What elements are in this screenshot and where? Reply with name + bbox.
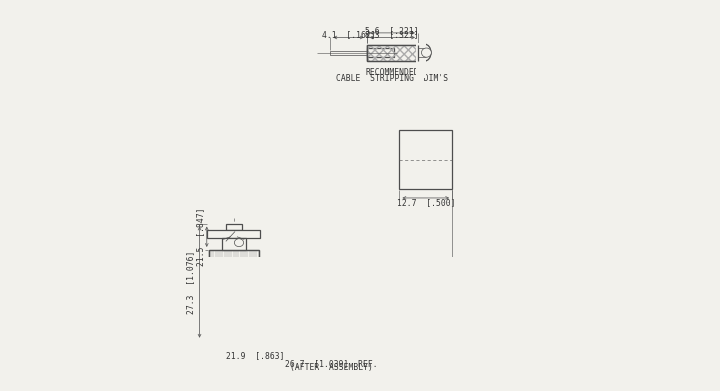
Bar	[226, 224, 242, 230]
Bar	[280, 301, 292, 323]
Bar	[210, 340, 258, 345]
Bar	[209, 250, 258, 288]
Text: 21.5  [.847]: 21.5 [.847]	[196, 208, 204, 266]
Bar	[366, 48, 394, 57]
Text: CABLE  STRIPPING  DIM'S: CABLE STRIPPING DIM'S	[336, 74, 449, 83]
Bar	[330, 51, 366, 55]
Text: 8.3  [.327]: 8.3 [.327]	[366, 30, 419, 39]
Ellipse shape	[418, 44, 431, 61]
Ellipse shape	[281, 301, 300, 322]
Bar	[366, 45, 418, 61]
Bar	[366, 45, 418, 61]
Text: 21.9  [.863]: 21.9 [.863]	[225, 351, 284, 360]
Bar	[366, 45, 418, 61]
Bar	[263, 303, 281, 321]
Text: RECOMMENDED: RECOMMENDED	[366, 68, 419, 77]
Bar	[207, 230, 260, 238]
Bar	[416, 43, 426, 77]
Text: 26.7  [1.039]  REF.: 26.7 [1.039] REF.	[284, 359, 377, 368]
Text: 4.1  [.162]: 4.1 [.162]	[322, 30, 375, 39]
Text: 5.6  [.221]: 5.6 [.221]	[366, 26, 419, 35]
Text: (AFTER  ASSEMBLY): (AFTER ASSEMBLY)	[289, 363, 372, 372]
Text: 12.7  [.500]: 12.7 [.500]	[397, 198, 455, 207]
Bar	[210, 288, 258, 341]
Bar	[209, 250, 258, 288]
Bar	[210, 287, 258, 292]
Text: 27.3  [1.076]: 27.3 [1.076]	[186, 251, 195, 314]
Bar	[222, 238, 246, 250]
Ellipse shape	[210, 288, 258, 297]
Bar	[258, 307, 263, 316]
Bar	[263, 303, 281, 321]
Ellipse shape	[210, 332, 258, 341]
Ellipse shape	[235, 239, 243, 247]
Bar	[400, 130, 452, 189]
Ellipse shape	[421, 48, 431, 57]
